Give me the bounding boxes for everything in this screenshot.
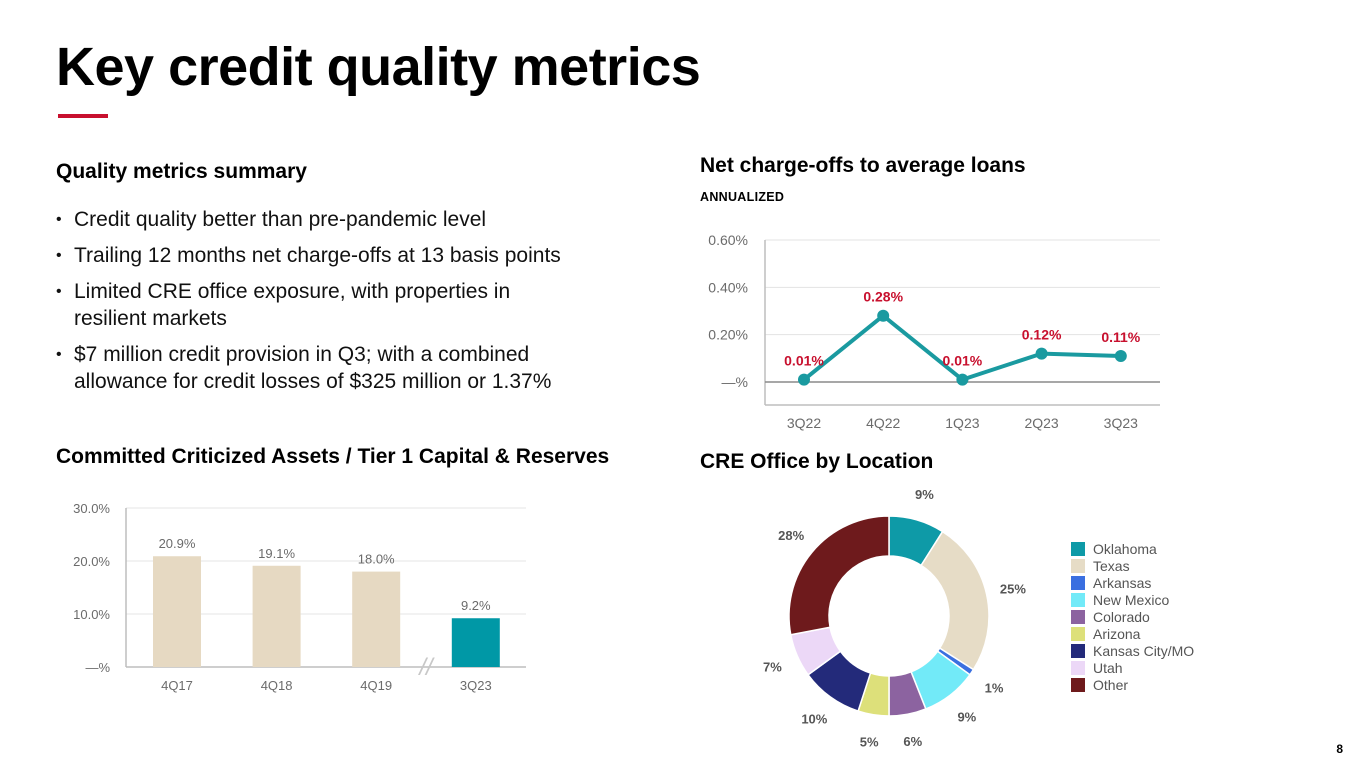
cre-legend-swatch [1071,575,1085,590]
nco-series-line [802,313,1121,382]
cre-slice [910,650,971,710]
criticized-x-tick-label: 4Q18 [261,678,293,693]
cre-legend-swatch [1071,660,1085,675]
nco-data-label: 0.28% [863,289,903,305]
nco-y-tick-label: 0.60% [708,232,748,248]
nco-x-tick-label: 3Q22 [787,415,821,431]
cre-legend-swatch [1071,609,1085,624]
cre-legend-item: Kansas City/MO [1071,642,1194,659]
page-title: Key credit quality metrics [56,37,701,97]
nco-data-point [956,373,969,386]
nco-y-tick-label: 0.20% [708,327,748,343]
cre-legend-label: Utah [1093,659,1123,676]
cre-legend-item: Texas [1071,557,1194,574]
nco-data-point [1114,349,1127,362]
cre-legend-label: Texas [1093,557,1130,574]
criticized-data-label: 20.9% [159,536,196,551]
nco-x-tick-label: 3Q23 [1104,415,1138,431]
cre-legend: Oklahoma Texas Arkansas New Mexico Colorado A… [1071,540,1194,693]
cre-slice-label: 10% [801,712,827,727]
nco-y-tick-label: —% [722,374,748,390]
cre-legend-swatch [1071,643,1085,658]
summary-bullet: Trailing 12 months net charge-offs at 13… [56,242,656,269]
cre-legend-item: New Mexico [1071,591,1194,608]
cre-legend-swatch [1071,541,1085,556]
cre-slice-label: 9% [957,709,976,724]
criticized-y-tick-label: 30.0% [73,501,110,516]
summary-bullet: Limited CRE office exposure, with proper… [56,278,544,332]
summary-heading: Quality metrics summary [56,160,307,183]
cre-legend-item: Arkansas [1071,574,1194,591]
cre-legend-label: Kansas City/MO [1093,642,1195,659]
page-number: 8 [1336,742,1343,756]
criticized-data-label: 18.0% [358,552,395,567]
nco-x-tick-label: 4Q22 [866,415,900,431]
cre-slice-label: 1% [985,680,1004,695]
cre-chart-heading: CRE Office by Location [700,450,934,473]
cre-legend-swatch [1071,626,1085,641]
cre-legend-swatch [1071,558,1085,573]
nco-data-label: 0.01% [943,353,983,369]
cre-slice-label: 9% [915,487,934,502]
nco-x-tick-label: 2Q23 [1024,415,1058,431]
criticized-y-tick-label: 10.0% [73,607,110,622]
nco-x-tick-label: 1Q23 [945,415,979,431]
cre-legend-item: Arizona [1071,625,1194,642]
nco-data-point [877,309,890,322]
cre-slice [789,626,842,676]
criticized-axis-break: // [417,654,435,681]
criticized-chart-heading: Committed Criticized Assets / Tier 1 Cap… [56,445,610,468]
title-accent-bar [58,114,108,118]
nco-chart-subheading: ANNUALIZED [700,190,785,204]
cre-slice-label: 5% [860,734,879,749]
criticized-data-label: 19.1% [258,546,295,561]
summary-bullet: $7 million credit provision in Q3; with … [56,341,604,395]
cre-legend-label: Oklahoma [1093,540,1157,557]
cre-legend-item: Oklahoma [1071,540,1194,557]
cre-slice-label: 7% [763,659,782,674]
criticized-x-tick-label: 3Q23 [460,678,492,693]
cre-legend-label: Arkansas [1093,574,1152,591]
nco-chart-heading: Net charge-offs to average loans [700,154,1026,177]
nco-data-label: 0.12% [1022,327,1062,343]
criticized-x-tick-label: 4Q17 [161,678,193,693]
cre-legend-item: Other [1071,676,1194,693]
cre-slice [788,515,890,636]
criticized-bar [252,565,301,667]
cre-slice [857,672,890,717]
cre-legend-item: Utah [1071,659,1194,676]
nco-data-point [1035,347,1048,360]
criticized-y-tick-label: 20.0% [73,554,110,569]
cre-slice [936,647,975,676]
cre-slice-label: 28% [778,528,804,543]
criticized-data-label: 9.2% [461,598,491,613]
cre-slice [888,670,927,717]
cre-legend-label: Other [1093,676,1129,693]
cre-legend-swatch [1071,592,1085,607]
summary-bullet: Credit quality better than pre-pandemic … [56,206,656,233]
cre-legend-label: New Mexico [1093,591,1170,608]
cre-slice [888,515,944,567]
nco-data-label: 0.01% [784,353,824,369]
nco-data-point [798,373,810,386]
nco-y-tick-label: 0.40% [708,279,748,295]
criticized-y-tick-label: —% [85,660,110,675]
summary-bullets: Credit quality better than pre-pandemic … [56,206,656,404]
cre-slice-label: 25% [1000,581,1026,596]
criticized-x-tick-label: 4Q19 [360,678,392,693]
cre-legend-label: Colorado [1093,608,1150,625]
cre-legend-label: Arizona [1093,625,1141,642]
nco-data-label: 0.11% [1101,329,1140,345]
cre-slice [920,530,990,671]
criticized-bar [352,571,401,667]
cre-legend-item: Colorado [1071,608,1194,625]
criticized-bar [451,618,500,667]
cre-slice-label: 6% [903,734,922,749]
cre-slice [807,650,872,713]
cre-legend-swatch [1071,677,1085,692]
criticized-bar [153,556,201,667]
